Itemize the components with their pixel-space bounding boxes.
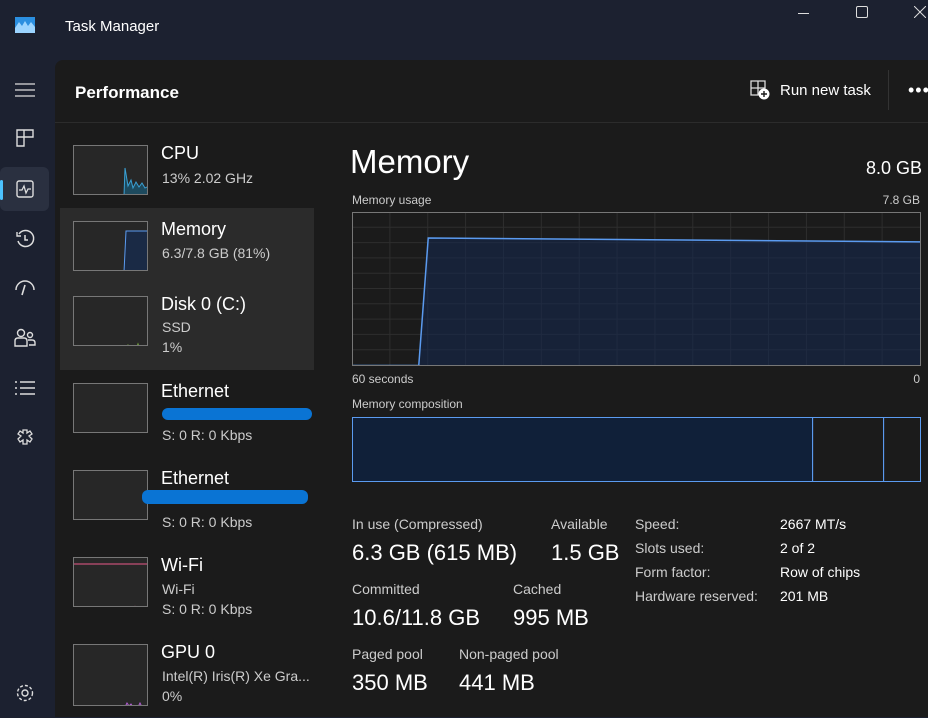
total-memory: 8.0 GB bbox=[866, 158, 923, 178]
device-subtitle: S: 0 R: 0 Kbps bbox=[162, 514, 253, 530]
app-history-icon[interactable] bbox=[0, 217, 50, 261]
performance-icon[interactable] bbox=[0, 167, 49, 211]
resource-title: Memory bbox=[350, 143, 470, 180]
paged-pool-label: Paged pool bbox=[352, 646, 423, 662]
device-usage: 0% bbox=[162, 688, 183, 704]
device-subtitle: S: 0 R: 0 Kbps bbox=[162, 427, 253, 443]
device-throughput: S: 0 R: 0 Kbps bbox=[162, 601, 253, 617]
memory-composition-bar bbox=[352, 417, 921, 482]
close-button[interactable] bbox=[900, 2, 928, 22]
committed-label: Committed bbox=[352, 581, 420, 597]
non-paged-pool-label: Non-paged pool bbox=[459, 646, 559, 662]
device-title: CPU bbox=[161, 143, 200, 163]
task-manager-logo-icon bbox=[15, 17, 35, 38]
device-title: Ethernet bbox=[161, 381, 230, 401]
details-icon[interactable] bbox=[0, 366, 50, 410]
non-paged-pool-value: 441 MB bbox=[459, 670, 535, 695]
device-title: Memory bbox=[161, 219, 227, 239]
cpu-thumbnail-graph bbox=[73, 145, 148, 195]
slots-used-label: Slots used: bbox=[635, 540, 705, 556]
run-task-icon bbox=[750, 80, 770, 100]
speed-value: 2667 MT/s bbox=[780, 516, 847, 532]
minimize-button[interactable] bbox=[784, 4, 824, 24]
available-value: 1.5 GB bbox=[551, 540, 620, 565]
device-title: GPU 0 bbox=[161, 642, 216, 662]
speed-label: Speed: bbox=[635, 516, 680, 532]
device-usage: 1% bbox=[162, 339, 183, 355]
device-subtitle: SSD bbox=[162, 319, 191, 335]
time-axis-left: 60 seconds bbox=[352, 372, 414, 386]
memory-thumbnail-graph bbox=[73, 221, 148, 271]
paged-pool-value: 350 MB bbox=[352, 670, 428, 695]
time-axis-right: 0 bbox=[913, 372, 920, 386]
device-ethernet-2[interactable]: Ethernet S: 0 R: 0 Kbps bbox=[60, 457, 314, 544]
more-options-button[interactable]: ••• bbox=[908, 80, 928, 100]
committed-value: 10.6/11.8 GB bbox=[352, 605, 481, 630]
users-icon[interactable] bbox=[0, 316, 50, 360]
ethernet-thumbnail-graph bbox=[73, 383, 148, 433]
in-use-value: 6.3 GB (615 MB) bbox=[352, 540, 518, 565]
wifi-thumbnail-graph bbox=[73, 557, 148, 607]
processes-icon[interactable] bbox=[0, 116, 50, 160]
redaction-mark bbox=[142, 490, 308, 504]
active-indicator bbox=[0, 180, 3, 200]
hamburger-icon[interactable] bbox=[0, 68, 50, 112]
redaction-mark bbox=[162, 408, 312, 420]
device-wifi[interactable]: Wi-Fi Wi-Fi S: 0 R: 0 Kbps bbox=[60, 544, 314, 631]
page-title: Performance bbox=[75, 83, 179, 102]
startup-apps-icon[interactable] bbox=[0, 266, 50, 310]
usage-graph-max: 7.8 GB bbox=[882, 193, 920, 207]
run-new-task-label: Run new task bbox=[780, 81, 871, 99]
in-use-segment bbox=[352, 417, 814, 482]
form-factor-value: Row of chips bbox=[780, 564, 861, 580]
device-gpu-0[interactable]: GPU 0 Intel(R) Iris(R) Xe Gra... 0% bbox=[60, 631, 314, 718]
available-label: Available bbox=[551, 516, 608, 532]
disk-thumbnail-graph bbox=[73, 296, 148, 346]
gpu-thumbnail-graph bbox=[73, 644, 148, 706]
device-subtitle: Intel(R) Iris(R) Xe Gra... bbox=[162, 668, 310, 684]
free-segment bbox=[883, 417, 921, 482]
device-title: Ethernet bbox=[161, 468, 230, 488]
run-new-task-button[interactable]: Run new task bbox=[750, 80, 871, 100]
standby-segment bbox=[812, 417, 885, 482]
in-use-label: In use (Compressed) bbox=[352, 516, 483, 532]
device-title: Disk 0 (C:) bbox=[161, 294, 246, 314]
device-memory[interactable]: Memory 6.3/7.8 GB (81%) bbox=[60, 208, 314, 295]
graph-border bbox=[352, 212, 921, 366]
cached-label: Cached bbox=[513, 581, 562, 597]
cached-value: 995 MB bbox=[513, 605, 589, 630]
maximize-button[interactable] bbox=[842, 2, 882, 22]
usage-area bbox=[352, 238, 921, 366]
device-subtitle: Wi-Fi bbox=[162, 581, 195, 597]
composition-label: Memory composition bbox=[352, 397, 463, 411]
hardware-reserved-value: 201 MB bbox=[780, 588, 829, 604]
usage-graph-label: Memory usage bbox=[352, 193, 432, 207]
device-ethernet-1[interactable]: Ethernet S: 0 R: 0 Kbps bbox=[60, 370, 314, 457]
hardware-reserved-label: Hardware reserved: bbox=[635, 588, 758, 604]
main-panel bbox=[55, 60, 928, 717]
services-icon[interactable] bbox=[0, 416, 50, 460]
memory-usage-graph bbox=[352, 212, 921, 366]
device-title: Wi-Fi bbox=[161, 555, 203, 575]
device-subtitle: 6.3/7.8 GB (81%) bbox=[162, 245, 271, 261]
window-title: Task Manager bbox=[65, 18, 160, 35]
divider bbox=[888, 70, 889, 110]
slots-used-value: 2 of 2 bbox=[780, 540, 816, 556]
settings-icon[interactable] bbox=[0, 671, 50, 715]
device-subtitle: 13% 2.02 GHz bbox=[162, 170, 254, 186]
divider bbox=[55, 122, 928, 123]
device-disk-0[interactable]: Disk 0 (C:) SSD 1% bbox=[60, 283, 314, 370]
ethernet-thumbnail-graph bbox=[73, 470, 148, 520]
device-cpu[interactable]: CPU 13% 2.02 GHz bbox=[60, 132, 314, 219]
form-factor-label: Form factor: bbox=[635, 564, 711, 580]
